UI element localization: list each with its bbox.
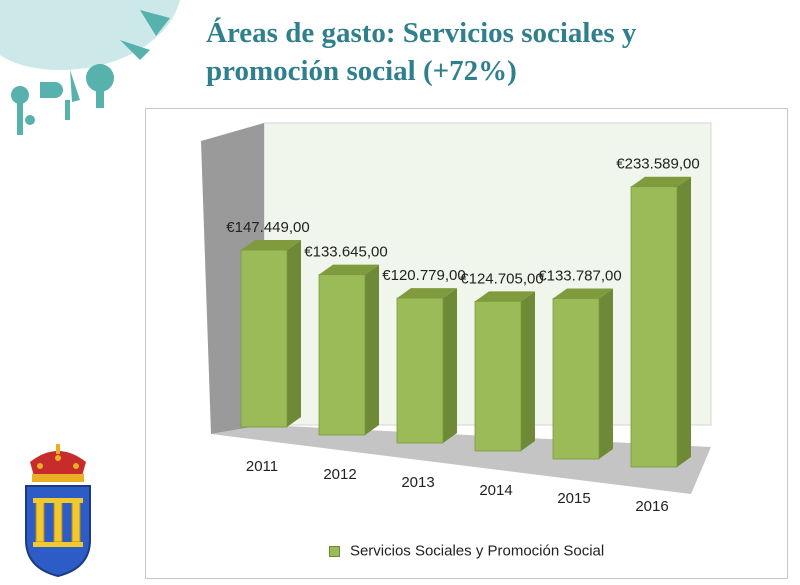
bar-top	[241, 240, 301, 251]
bar-side	[599, 288, 613, 459]
data-label-2012: €133.645,00	[304, 244, 387, 261]
bar-top	[475, 291, 535, 302]
bar-top	[553, 288, 613, 299]
bar-top	[397, 288, 457, 299]
legend-swatch	[328, 545, 340, 557]
bar-front	[552, 298, 600, 460]
x-tick-label-2013: 2013	[401, 474, 434, 491]
bar-chart-3d: €147.449,00 €133.645,00 €120.779,00€124.70…	[201, 122, 712, 515]
slide-title: Áreas de gasto: Servicios sociales y pro…	[206, 14, 766, 90]
bar-2015	[552, 288, 613, 460]
bar-side	[521, 291, 535, 451]
data-label-2013: €120.779,00	[382, 267, 465, 284]
bar-front	[240, 249, 288, 428]
bar-side	[287, 240, 301, 427]
bar-front	[474, 300, 522, 452]
bar-top	[631, 176, 691, 187]
bar-side	[677, 176, 691, 467]
data-label-2011: €147.449,00	[226, 219, 309, 236]
coat-of-arms-emblem	[25, 444, 91, 578]
bar-front	[396, 297, 444, 444]
bar-2011	[240, 240, 301, 428]
bar-2016	[630, 176, 691, 468]
bar-2014	[474, 291, 535, 452]
bar-front	[318, 274, 366, 436]
legend-label: Servicios Sociales y Promoción Social	[349, 542, 605, 560]
x-tick-label-2014: 2014	[479, 482, 512, 499]
bar-front	[630, 186, 678, 468]
x-tick-label-2015: 2015	[557, 490, 590, 507]
data-label-2014: €124.705,00	[460, 270, 543, 287]
bar-2012	[318, 264, 379, 436]
x-tick-label-2012: 2012	[323, 466, 356, 483]
chart-frame: €147.449,00 €133.645,00 €120.779,00 €124.70…	[145, 108, 788, 579]
slide-title-line-1: Áreas de gasto: Servicios sociales y	[206, 17, 637, 49]
bar-side	[365, 264, 379, 435]
bar-side	[443, 288, 457, 443]
x-tick-label-2011: 2011	[246, 458, 278, 475]
bar-top	[319, 264, 379, 275]
decorative-illustration	[0, 0, 180, 135]
bar-2013	[396, 288, 457, 444]
data-label-2015: €133.787,00	[538, 267, 621, 284]
chart-legend: Servicios Sociales y Promoción Social	[146, 542, 787, 560]
x-tick-label-2016: 2016	[635, 498, 668, 515]
data-label-2016: €233.589,00	[616, 156, 699, 173]
slide-title-line-2: promoción social (+72%)	[206, 55, 517, 87]
